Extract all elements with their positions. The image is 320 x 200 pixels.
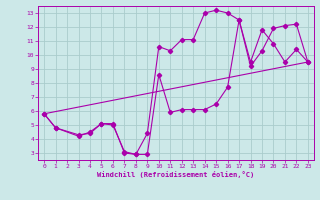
X-axis label: Windchill (Refroidissement éolien,°C): Windchill (Refroidissement éolien,°C) [97,171,255,178]
